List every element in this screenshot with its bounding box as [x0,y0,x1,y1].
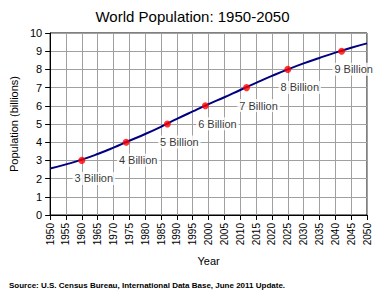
svg-text:1980: 1980 [140,223,151,246]
svg-text:8 Billion: 8 Billion [281,81,320,93]
svg-text:9: 9 [36,45,42,57]
svg-text:7: 7 [36,82,42,94]
svg-text:10: 10 [30,27,42,39]
svg-text:3: 3 [36,154,42,166]
svg-text:9 Billion: 9 Billion [334,63,373,75]
svg-text:1995: 1995 [187,223,198,246]
svg-text:5: 5 [36,118,42,130]
svg-text:2030: 2030 [298,223,309,246]
svg-text:2015: 2015 [251,223,262,246]
svg-text:Year: Year [197,255,220,267]
svg-text:0: 0 [36,209,42,221]
svg-text:Source: U.S. Census Bureau, In: Source: U.S. Census Bureau, Internationa… [9,281,285,290]
svg-text:4: 4 [36,136,42,148]
svg-text:Population (billions): Population (billions) [8,76,20,172]
svg-text:1950: 1950 [45,223,56,246]
svg-text:2020: 2020 [266,223,277,246]
svg-text:2035: 2035 [314,223,325,246]
svg-text:World Population: 1950-2050: World Population: 1950-2050 [95,8,289,25]
svg-text:2050: 2050 [362,223,373,246]
svg-text:4 Billion: 4 Billion [119,154,158,166]
svg-text:2025: 2025 [282,223,293,246]
svg-text:6 Billion: 6 Billion [198,118,237,130]
svg-text:1955: 1955 [60,223,71,246]
svg-text:1975: 1975 [124,223,135,246]
svg-text:8: 8 [36,63,42,75]
svg-text:2010: 2010 [235,223,246,246]
svg-text:7 Billion: 7 Billion [239,100,278,112]
svg-text:3 Billion: 3 Billion [75,172,114,184]
svg-text:2: 2 [36,173,42,185]
svg-text:2040: 2040 [330,223,341,246]
svg-text:2000: 2000 [203,223,214,246]
svg-text:1960: 1960 [76,223,87,246]
svg-text:2005: 2005 [219,223,230,246]
svg-text:1970: 1970 [108,223,119,246]
svg-text:1: 1 [36,191,42,203]
svg-text:5 Billion: 5 Billion [160,136,199,148]
svg-text:2045: 2045 [346,223,357,246]
svg-text:1985: 1985 [156,223,167,246]
svg-text:1965: 1965 [92,223,103,246]
svg-text:6: 6 [36,100,42,112]
svg-text:1990: 1990 [171,223,182,246]
